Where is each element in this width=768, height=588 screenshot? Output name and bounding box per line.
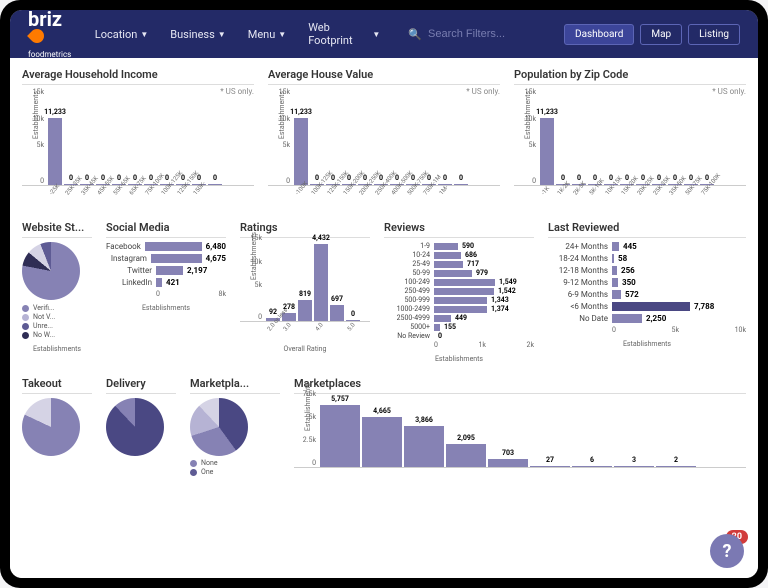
- pop-card: Population by Zip Code * US only. Establ…: [514, 68, 746, 199]
- pop-xticks: -1K1K-2K2K-5K5K-10K10K-15K15K-20K20K-25K…: [514, 186, 746, 199]
- nav-web[interactable]: Web Footprint▼: [308, 21, 380, 47]
- income-card: Average Household Income * US only. Esta…: [22, 68, 254, 199]
- topbar: briz foodmetrics Location▼ Business▼ Men…: [10, 10, 758, 58]
- nav: Location▼ Business▼ Menu▼ Web Footprint▼: [95, 21, 381, 47]
- delivery-card: Delivery: [106, 377, 176, 477]
- nav-menu[interactable]: Menu▼: [248, 28, 287, 41]
- marketpie-card: Marketpla... NoneOne: [190, 377, 280, 477]
- website-card: Website St... Verifi...Not V...Unre...No…: [22, 221, 92, 363]
- delivery-pie: [106, 398, 164, 456]
- us-only-note: * US only.: [268, 87, 500, 96]
- social-bars: Facebook6,480Instagram4,675Twitter2,197L…: [106, 242, 226, 287]
- tablet-frame: briz foodmetrics Location▼ Business▼ Men…: [0, 0, 768, 588]
- house-xticks: -100K100K-125K125K-150K150K-200K200K-250…: [268, 186, 500, 199]
- chevron-down-icon: ▼: [140, 30, 148, 39]
- takeout-card: Takeout: [22, 377, 92, 477]
- marketpie-title: Marketpla...: [190, 377, 280, 394]
- nav-business[interactable]: Business▼: [170, 28, 225, 41]
- flame-icon: [27, 26, 47, 46]
- house-title: Average House Value: [268, 68, 500, 85]
- social-xlabel: Establishments: [106, 304, 226, 312]
- search-input[interactable]: [428, 28, 528, 40]
- ratings-chart: Establishments 05k10k15k922788194,432697…: [240, 242, 370, 322]
- website-xlabel: Establishments: [22, 345, 92, 353]
- marketpie-legend: NoneOne: [190, 459, 280, 476]
- marketplaces-card: Marketplaces Establishments 02.5k5k7.5k5…: [294, 377, 746, 477]
- takeout-title: Takeout: [22, 377, 92, 394]
- reviews-xlabel: Establishments: [384, 355, 534, 363]
- ratings-xticks: 2.0 or less3.04.05.0: [240, 322, 370, 335]
- reviews-bars: 1-959010-2468625-4971750-99979100-2491,5…: [384, 242, 534, 340]
- marketpie-pie: [190, 398, 248, 456]
- reviews-card: Reviews 1-959010-2468625-4971750-9997910…: [384, 221, 534, 363]
- chevron-down-icon: ▼: [278, 30, 286, 39]
- pop-title: Population by Zip Code: [514, 68, 746, 85]
- last-title: Last Reviewed: [548, 221, 746, 238]
- social-title: Social Media: [106, 221, 226, 238]
- logo[interactable]: briz foodmetrics: [28, 10, 77, 59]
- website-title: Website St...: [22, 221, 92, 238]
- last-xlabel: Establishments: [548, 340, 746, 348]
- search-icon: 🔍: [408, 28, 422, 41]
- income-xticks: -25K25K-35K35K-45K45K-55K55K-65K65K-75K7…: [22, 186, 254, 199]
- nav-location[interactable]: Location▼: [95, 28, 148, 41]
- ratings-card: Ratings Establishments 05k10k15k92278819…: [240, 221, 370, 363]
- brand-name: briz: [28, 10, 62, 31]
- us-only-note: * US only.: [22, 87, 254, 96]
- website-pie: [22, 242, 80, 300]
- website-legend: Verifi...Not V...Unre...No W...: [22, 304, 92, 339]
- house-card: Average House Value * US only. Establish…: [268, 68, 500, 199]
- search-wrap: 🔍: [408, 28, 528, 41]
- house-chart: Establishments 05k10k15k11,2330000000000: [268, 96, 500, 186]
- us-only-note: * US only.: [514, 87, 746, 96]
- social-card: Social Media Facebook6,480Instagram4,675…: [106, 221, 226, 363]
- pop-chart: Establishments 05k10k15k11,2330000000000: [514, 96, 746, 186]
- content: Average Household Income * US only. Esta…: [10, 58, 758, 578]
- help-button[interactable]: ?: [710, 534, 744, 568]
- last-card: Last Reviewed 24+ Months44518-24 Months5…: [548, 221, 746, 363]
- chevron-down-icon: ▼: [372, 30, 380, 39]
- ratings-xlabel: Overall Rating: [240, 345, 370, 353]
- marketplaces-title: Marketplaces: [294, 377, 746, 394]
- map-button[interactable]: Map: [640, 24, 682, 45]
- income-chart: Establishments 05k10k15k11,2330000000000: [22, 96, 254, 186]
- income-title: Average Household Income: [22, 68, 254, 85]
- view-buttons: Dashboard Map Listing: [564, 24, 740, 45]
- marketplaces-chart: Establishments 02.5k5k7.5k5,7574,6653,86…: [294, 398, 746, 468]
- chevron-down-icon: ▼: [218, 30, 226, 39]
- dashboard-button[interactable]: Dashboard: [564, 24, 634, 45]
- takeout-pie: [22, 398, 80, 456]
- reviews-title: Reviews: [384, 221, 534, 238]
- screen: briz foodmetrics Location▼ Business▼ Men…: [10, 10, 758, 578]
- last-bars: 24+ Months44518-24 Months5812-18 Months2…: [548, 242, 746, 323]
- listing-button[interactable]: Listing: [688, 24, 740, 45]
- delivery-title: Delivery: [106, 377, 176, 394]
